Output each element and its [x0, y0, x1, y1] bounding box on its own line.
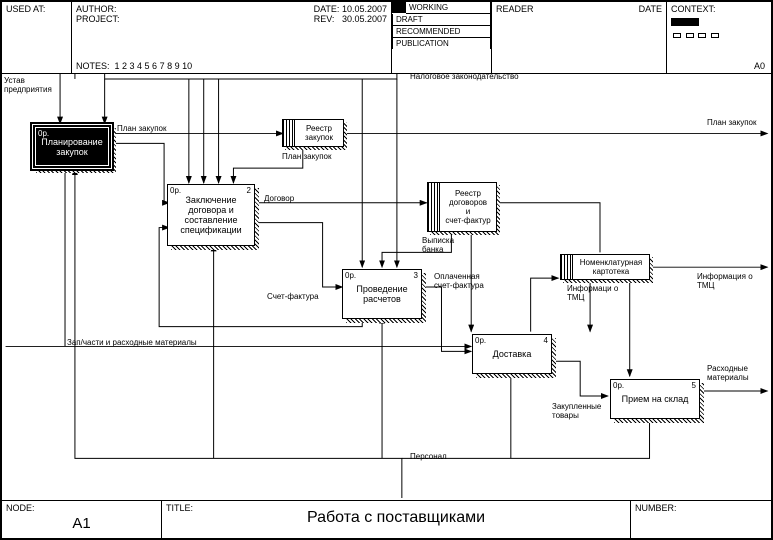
- tag-tr: 4: [544, 336, 548, 345]
- store-s1-label: Реестр закупок: [305, 124, 333, 142]
- box-b4: 0p. 4 Доставка: [472, 334, 552, 374]
- store-hatch-icon: [428, 183, 440, 231]
- ctx-code: A0: [754, 61, 765, 71]
- ctx-small-icon: [686, 33, 694, 38]
- lbl-zapchasti: Зап/части и расходные материалы: [67, 338, 197, 347]
- lbl-author: AUTHOR:: [76, 4, 117, 14]
- status-publication: PUBLICATION: [392, 38, 491, 49]
- idef0-page: USED AT: AUTHOR: PROJECT: DATE: 10.05.20…: [0, 0, 773, 540]
- box-b4-label: Доставка: [493, 349, 532, 359]
- tag-tl: 0p.: [475, 336, 486, 345]
- cell-used-at: USED AT:: [2, 2, 72, 73]
- lbl-rash-mat: Расходные материалы: [707, 364, 767, 382]
- val-rev: 30.05.2007: [342, 14, 387, 24]
- tag-tl: 0p.: [345, 271, 356, 280]
- tag-tl: 0p.: [38, 129, 49, 138]
- box-b3: 0p. 3 Проведение расчетов: [342, 269, 422, 319]
- ctx-small-icon: [698, 33, 706, 38]
- lbl-date: DATE:: [314, 4, 340, 14]
- store-hatch-icon: [561, 255, 573, 279]
- lbl-info-tmc-out: Информация о ТМЦ: [697, 272, 767, 290]
- lbl-rev: REV:: [314, 14, 335, 24]
- box-b5: 0p. 5 Прием на склад: [610, 379, 700, 419]
- lbl-node: NODE:: [6, 503, 157, 513]
- lbl-title: TITLE:: [166, 503, 193, 513]
- lbl-vypiska: Выписка банка: [422, 236, 472, 254]
- lbl-personal: Персонал: [410, 452, 447, 461]
- val-node: A1: [6, 515, 157, 532]
- val-date: 10.05.2007: [342, 4, 387, 14]
- lbl-ustav: Устав предприятия: [4, 76, 64, 94]
- tag-tl: 0p.: [170, 186, 181, 195]
- box-b2-label: Заключение договора и составление специф…: [180, 195, 241, 235]
- lbl-project: PROJECT:: [76, 14, 120, 24]
- ctx-small-icon: [673, 33, 681, 38]
- cell-context: CONTEXT: A0: [667, 2, 771, 73]
- tag-tl: 0p.: [613, 381, 624, 390]
- store-s3: Номенклатурная картотека: [560, 254, 650, 280]
- lbl-plan-zak2: План закупок: [282, 152, 332, 161]
- tag-tr: 2: [247, 186, 251, 195]
- box-b1: 0p. Планирование закупок: [32, 124, 112, 169]
- lbl-number: NUMBER:: [635, 503, 677, 513]
- lbl-context: CONTEXT:: [671, 4, 767, 14]
- box-b5-label: Прием на склад: [622, 394, 689, 404]
- lbl-notes: NOTES:: [76, 61, 110, 71]
- tag-tr: 3: [414, 271, 418, 280]
- store-s1: Реестр закупок: [282, 119, 344, 147]
- tag-tr: 5: [692, 381, 696, 390]
- lbl-schet-fakt: Счет-фактура: [267, 292, 319, 301]
- status-recommended: RECOMMENDED: [392, 26, 491, 38]
- lbl-info-tmc: Информаци о ТМЦ: [567, 284, 627, 302]
- cell-title: TITLE: Работа с поставщиками: [162, 501, 631, 538]
- cell-reader: READER DATE: [492, 2, 667, 73]
- box-b2: 0p. 2 Заключение договора и составление …: [167, 184, 255, 246]
- lbl-date2: DATE: [639, 4, 662, 14]
- diagram-canvas: Устав предприятия Налоговое законодатель…: [2, 74, 771, 500]
- cell-number: NUMBER:: [631, 501, 771, 538]
- val-notes: 1 2 3 4 5 6 7 8 9 10: [115, 61, 193, 71]
- lbl-nalog: Налоговое законодательство: [410, 74, 519, 81]
- val-title: Работа с поставщиками: [166, 509, 626, 527]
- ctx-small-icon: [711, 33, 719, 38]
- box-b3-label: Проведение расчетов: [356, 284, 407, 304]
- store-s2: Реестр договоров и счет-фактур: [427, 182, 497, 232]
- store-hatch-icon: [283, 120, 295, 146]
- lbl-opl-sf: Оплаченная счет-фактура: [434, 272, 496, 290]
- status-draft: DRAFT: [392, 14, 491, 26]
- lbl-plan-zak-out: План закупок: [707, 118, 757, 127]
- status-working: WORKING: [406, 2, 491, 14]
- lbl-dogovor: Договор: [264, 194, 294, 203]
- store-s2-label: Реестр договоров и счет-фактур: [445, 189, 490, 225]
- store-s3-label: Номенклатурная картотека: [580, 258, 642, 276]
- ctx-bar-icon: [671, 18, 699, 26]
- cell-node: NODE: A1: [2, 501, 162, 538]
- lbl-reader: READER: [496, 4, 534, 14]
- box-b1-label: Планирование закупок: [41, 137, 102, 157]
- lbl-zakup-tov: Закупленные товары: [552, 402, 614, 420]
- cell-author-project: AUTHOR: PROJECT: DATE: 10.05.2007 REV: 3…: [72, 2, 392, 73]
- cell-status: WORKING DRAFT RECOMMENDED PUBLICATION: [392, 2, 492, 73]
- lbl-plan-zak: План закупок: [117, 124, 167, 133]
